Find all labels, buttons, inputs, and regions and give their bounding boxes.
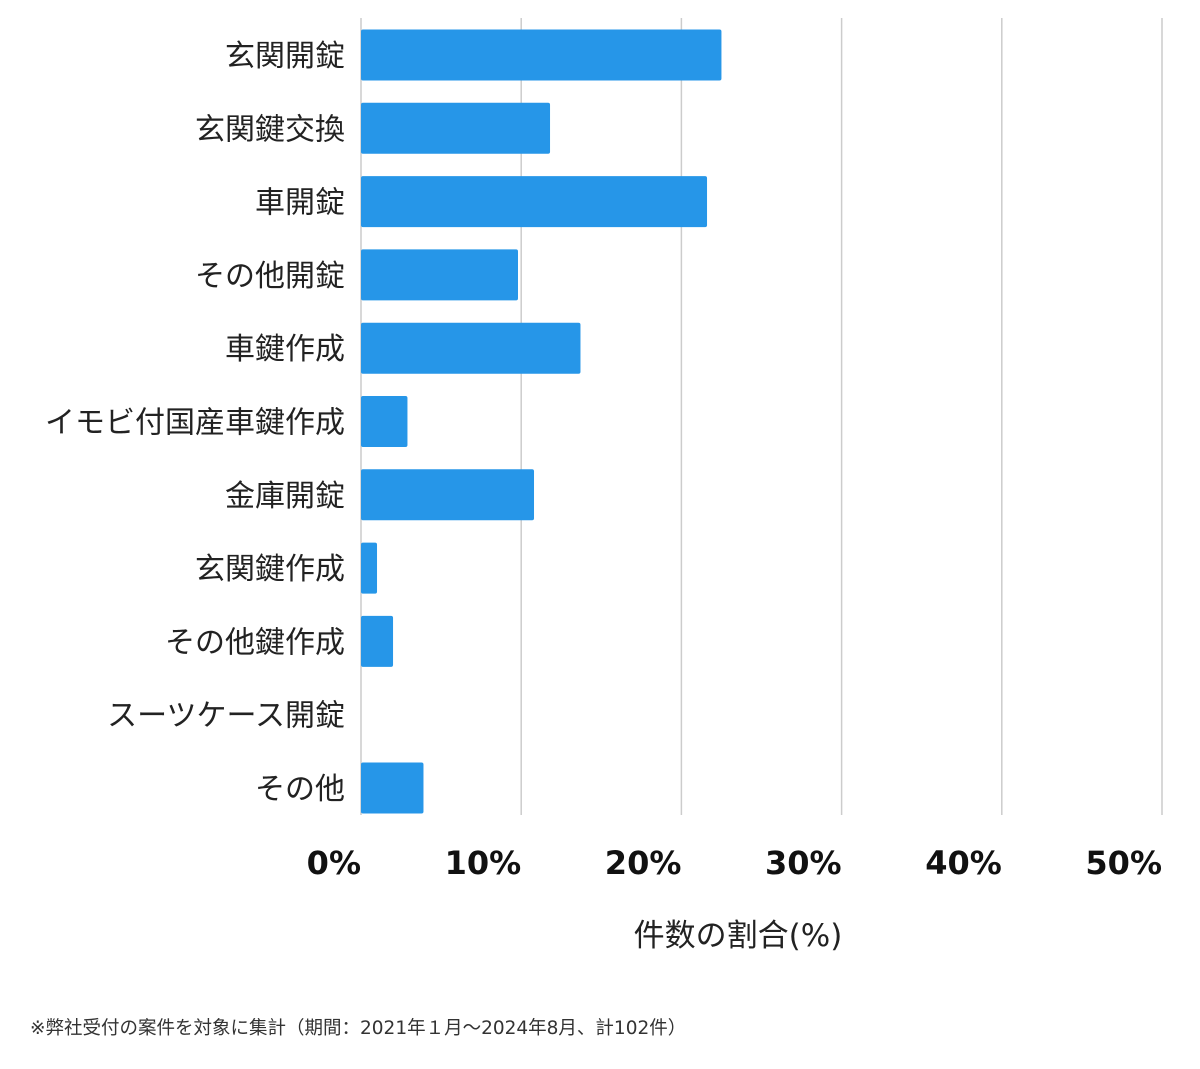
category-label: 玄関開錠 [225,39,345,74]
category-label: その他 [255,772,345,807]
category-label: スーツケース開錠 [107,699,345,734]
category-label: イモビ付国産車鍵作成 [45,406,345,441]
bar [361,102,551,154]
bar [361,542,378,594]
bar [361,469,535,521]
x-tick-label: 0% [307,844,361,882]
bar [361,322,581,374]
category-label: 金庫開錠 [225,479,345,514]
category-label: その他鍵作成 [165,625,345,660]
bar-chart: 玄関開錠玄関鍵交換車開錠その他開錠車鍵作成イモビ付国産車鍵作成金庫開錠玄関鍵作成… [45,18,1163,954]
category-label: 車鍵作成 [225,332,345,367]
category-label: 玄関鍵交換 [195,112,345,147]
bar [361,29,722,81]
bar [361,249,518,301]
bars [361,29,722,814]
category-label: 車開錠 [255,186,345,221]
bar [361,615,394,667]
category-labels: 玄関開錠玄関鍵交換車開錠その他開錠車鍵作成イモビ付国産車鍵作成金庫開錠玄関鍵作成… [45,39,345,807]
bar [361,762,424,814]
bar [361,176,708,228]
x-tick-label: 50% [1085,844,1162,882]
category-label: 玄関鍵作成 [195,552,345,587]
x-tick-label: 30% [765,844,842,882]
x-tick-label: 40% [925,844,1002,882]
footnote: ※弊社受付の案件を対象に集計（期間：2021年１月〜2024年8月、計102件） [30,1018,687,1039]
x-tick-label: 10% [445,844,522,882]
category-label: その他開錠 [195,259,345,294]
x-tick-label: 20% [605,844,682,882]
x-axis-title: 件数の割合(%) [634,918,843,954]
x-tick-labels: 0% 10% 20% 30% 40% 50% [307,844,1162,882]
bar [361,396,408,447]
